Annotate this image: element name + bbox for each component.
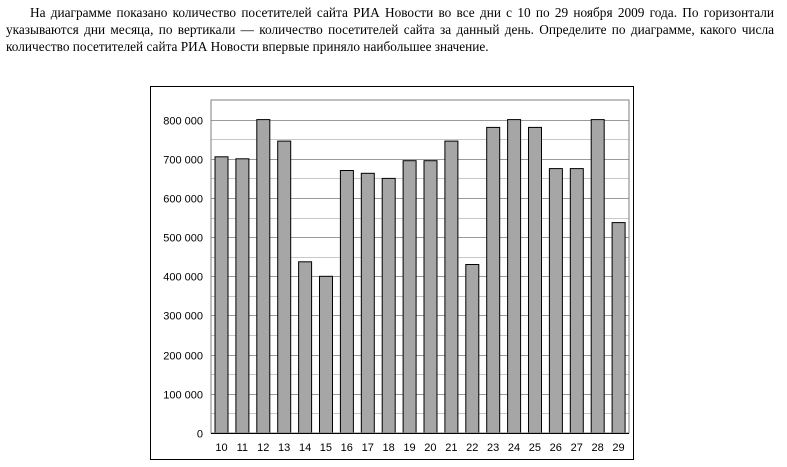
x-tick-label: 26 [550, 442, 562, 454]
bar-24 [507, 119, 522, 434]
bar-25 [528, 126, 542, 434]
bar-22 [465, 264, 480, 434]
y-tick-label: 400 000 [163, 272, 203, 284]
bar-15 [319, 275, 333, 434]
x-tick-label: 28 [591, 442, 603, 454]
bar-11 [235, 158, 250, 434]
task-text: На диаграмме показано количество посетит… [6, 5, 774, 54]
bar-10 [214, 156, 229, 434]
y-tick-label: 600 000 [163, 194, 203, 206]
x-tick-labels: 10 11 12 13 14 15 16 17 18 19 20 21 22 23 24 25 26 27 28 29 [215, 442, 624, 454]
x-tick-label: 17 [362, 442, 374, 454]
bar-23 [486, 126, 501, 434]
y-tick-label: 100 000 [163, 390, 203, 402]
x-tick-label: 16 [341, 442, 353, 454]
plot-area-border [210, 99, 630, 434]
x-tick-label: 11 [237, 442, 248, 454]
bar-14 [298, 261, 313, 434]
x-tick-label: 10 [215, 442, 227, 454]
x-tick-label: 21 [445, 442, 457, 454]
bar-29 [611, 222, 626, 434]
x-tick-label: 12 [257, 442, 269, 454]
y-tick-label: 500 000 [163, 233, 203, 245]
bar-27 [569, 168, 584, 434]
y-tick-label: 0 [197, 429, 203, 441]
bar-20 [423, 160, 438, 434]
bar-18 [381, 177, 396, 434]
y-tick-labels: 0 100 000 200 000 300 000 400 000 500 000 600 … [163, 116, 203, 441]
bar-21 [444, 140, 459, 434]
bar-chart: 0 100 000 200 000 300 000 400 000 500 000 600 … [163, 99, 630, 454]
bar-13 [277, 140, 292, 434]
x-tick-label: 29 [612, 442, 624, 454]
x-tick-label: 24 [508, 442, 520, 454]
y-tick-label: 200 000 [163, 351, 203, 363]
x-tick-label: 15 [320, 442, 332, 454]
y-tick-label: 700 000 [163, 155, 203, 167]
bar-16 [339, 170, 354, 434]
x-tick-label: 14 [299, 442, 311, 454]
x-tick-label: 19 [403, 442, 415, 454]
x-tick-label: 18 [382, 442, 394, 454]
bar-19 [402, 160, 417, 434]
bar-26 [548, 168, 563, 434]
x-tick-label: 25 [529, 442, 541, 454]
bar-17 [360, 172, 375, 434]
bar-12 [256, 119, 271, 434]
y-tick-label: 300 000 [163, 311, 203, 323]
x-tick-label: 20 [424, 442, 436, 454]
x-tick-label: 13 [278, 442, 290, 454]
chart-frame: 0 100 000 200 000 300 000 400 000 500 000 600 … [150, 86, 634, 460]
x-tick-label: 22 [466, 442, 478, 454]
x-tick-label: 23 [487, 442, 499, 454]
x-tick-label: 27 [571, 442, 583, 454]
y-tick-label: 800 000 [163, 116, 203, 128]
axis-layer [210, 99, 630, 434]
bar-28 [590, 119, 605, 434]
grid-layer [211, 120, 629, 434]
